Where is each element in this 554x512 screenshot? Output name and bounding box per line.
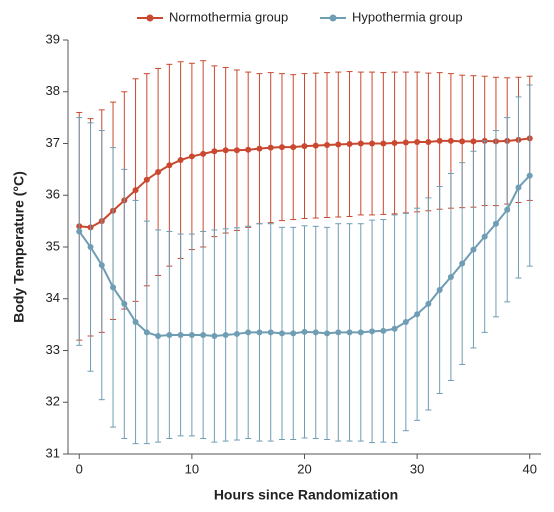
y-tick-label: 31 — [46, 445, 60, 460]
point — [278, 330, 285, 337]
point — [391, 325, 398, 332]
point — [166, 162, 173, 169]
point — [324, 330, 331, 337]
y-tick-label: 32 — [46, 394, 60, 409]
point — [459, 260, 466, 267]
point — [132, 319, 139, 326]
point — [301, 328, 308, 335]
y-tick-label: 39 — [46, 31, 60, 46]
point — [76, 228, 83, 235]
point — [188, 153, 195, 160]
legend-label: Hypothermia group — [352, 9, 463, 24]
point — [380, 327, 387, 334]
point — [459, 138, 466, 145]
point — [391, 139, 398, 146]
point — [380, 140, 387, 147]
point — [290, 144, 297, 151]
point — [526, 172, 533, 179]
point — [470, 138, 477, 145]
point — [312, 142, 319, 149]
point — [312, 329, 319, 336]
point — [233, 147, 240, 154]
point — [414, 138, 421, 145]
point — [245, 329, 252, 336]
point — [98, 262, 105, 269]
point — [436, 137, 443, 144]
y-tick-label: 37 — [46, 135, 60, 150]
point — [87, 244, 94, 250]
point — [155, 168, 162, 175]
legend-marker — [146, 14, 154, 22]
y-tick-label: 34 — [46, 290, 60, 305]
point — [436, 286, 443, 293]
point — [211, 333, 218, 340]
point — [188, 331, 195, 338]
y-tick-label: 33 — [46, 342, 60, 357]
point — [132, 187, 139, 194]
point — [335, 329, 342, 336]
point — [346, 141, 353, 148]
point — [177, 331, 184, 338]
point — [245, 146, 252, 153]
x-axis-label: Hours since Randomization — [214, 487, 398, 503]
point — [425, 300, 432, 307]
point — [504, 206, 511, 213]
x-tick-label: 0 — [76, 461, 83, 476]
point — [335, 141, 342, 148]
x-tick-label: 40 — [523, 461, 537, 476]
point — [414, 311, 421, 318]
point — [290, 330, 297, 337]
point — [121, 300, 128, 307]
y-tick-label: 38 — [46, 83, 60, 98]
y-tick-label: 35 — [46, 238, 60, 253]
point — [233, 330, 240, 337]
y-tick-label: 36 — [46, 187, 60, 202]
point — [200, 150, 207, 157]
point — [447, 274, 454, 281]
point — [211, 148, 218, 155]
point — [177, 157, 184, 164]
point — [278, 144, 285, 151]
legend-marker — [329, 14, 337, 22]
point — [301, 143, 308, 150]
point — [143, 329, 150, 336]
point — [222, 331, 229, 338]
point — [481, 233, 488, 240]
point — [324, 142, 331, 149]
y-axis-label: Body Temperature (°C) — [11, 171, 27, 323]
point — [346, 329, 353, 336]
point — [402, 319, 409, 326]
point — [256, 329, 263, 336]
point — [492, 220, 499, 227]
point — [357, 329, 364, 336]
point — [515, 184, 522, 191]
point — [357, 140, 364, 147]
point — [200, 331, 207, 338]
point — [369, 328, 376, 335]
point — [470, 246, 477, 253]
point — [369, 140, 376, 147]
point — [166, 331, 173, 338]
point — [267, 144, 274, 151]
x-tick-label: 20 — [297, 461, 311, 476]
point — [447, 137, 454, 144]
point — [155, 333, 162, 340]
point — [110, 284, 117, 291]
point — [256, 145, 263, 152]
point — [143, 176, 150, 183]
x-tick-label: 10 — [185, 461, 199, 476]
point — [267, 329, 274, 336]
x-tick-label: 30 — [410, 461, 424, 476]
point — [222, 147, 229, 154]
point — [402, 139, 409, 146]
point — [425, 138, 432, 145]
legend-label: Normothermia group — [169, 9, 288, 24]
